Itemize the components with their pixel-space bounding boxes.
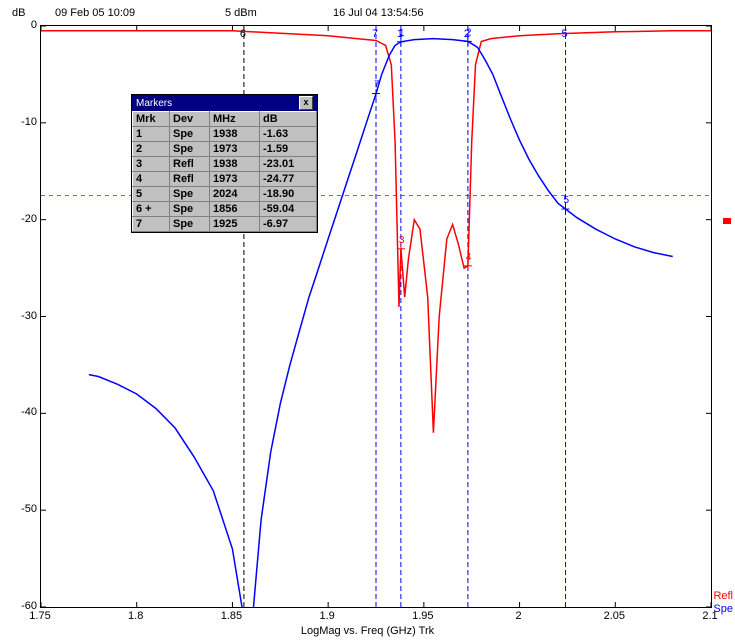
svg-text:3: 3 <box>399 235 405 246</box>
x-tick-label: 1.8 <box>128 610 143 622</box>
y-tick-label: 0 <box>31 19 37 31</box>
markers-table-cell: 1938 <box>210 127 260 142</box>
close-icon[interactable]: x <box>299 96 313 110</box>
markers-panel-title: Markers <box>136 98 172 109</box>
svg-text:7: 7 <box>374 79 380 90</box>
markers-table-cell: 1938 <box>210 157 260 172</box>
markers-table-cell: -59.04 <box>260 202 317 217</box>
table-row[interactable]: 4Refl1973-24.77 <box>133 172 317 187</box>
x-tick-label: 1.85 <box>221 610 242 622</box>
legend-spe: Spe <box>713 603 733 615</box>
header-date-left: 09 Feb 05 10:09 <box>55 7 135 19</box>
markers-table-header: MHz <box>210 112 260 127</box>
header-power: 5 dBm <box>225 7 257 19</box>
table-row[interactable]: 2Spe1973-1.59 <box>133 142 317 157</box>
markers-table-cell: -6.97 <box>260 217 317 232</box>
markers-table-cell: 1 <box>133 127 170 142</box>
markers-table-cell: 7 <box>133 217 170 232</box>
x-tick-label: 2.05 <box>604 610 625 622</box>
y-tick-label: -40 <box>21 406 37 418</box>
markers-table-cell: Spe <box>170 142 210 157</box>
markers-table-header: Mrk <box>133 112 170 127</box>
markers-table-cell: Spe <box>170 202 210 217</box>
markers-table-cell: 5 <box>133 187 170 202</box>
legend-refl: Refl <box>713 590 733 602</box>
markers-table-cell: -18.90 <box>260 187 317 202</box>
markers-table-cell: 3 <box>133 157 170 172</box>
svg-text:5: 5 <box>564 195 570 206</box>
markers-table-header: dB <box>260 112 317 127</box>
markers-table-cell: Spe <box>170 187 210 202</box>
table-row[interactable]: 5Spe2024-18.90 <box>133 187 317 202</box>
marker-number-label: 2 <box>464 28 470 40</box>
markers-table-cell: -24.77 <box>260 172 317 187</box>
markers-table-cell: 1925 <box>210 217 260 232</box>
y-tick-label: -20 <box>21 213 37 225</box>
y-tick-label: -10 <box>21 116 37 128</box>
markers-table-cell: 4 <box>133 172 170 187</box>
markers-table-cell: 1973 <box>210 172 260 187</box>
y-tick-label: -30 <box>21 310 37 322</box>
markers-table-cell: 1973 <box>210 142 260 157</box>
markers-table-cell: Spe <box>170 217 210 232</box>
markers-table-cell: 6 + <box>133 202 170 217</box>
markers-table-cell: -23.01 <box>260 157 317 172</box>
markers-table-cell: -1.59 <box>260 142 317 157</box>
header-date-right: 16 Jul 04 13:54:56 <box>333 7 424 19</box>
markers-table-cell: 2024 <box>210 187 260 202</box>
table-row[interactable]: 7Spe1925-6.97 <box>133 217 317 232</box>
markers-table-cell: Refl <box>170 157 210 172</box>
svg-text:4: 4 <box>466 252 472 263</box>
marker-number-label: 7 <box>372 28 378 40</box>
markers-table-cell: 2 <box>133 142 170 157</box>
marker-number-label: 5 <box>561 28 567 40</box>
x-tick-label: 1.95 <box>412 610 433 622</box>
x-tick-label: 2 <box>516 610 522 622</box>
table-row[interactable]: 3Refl1938-23.01 <box>133 157 317 172</box>
markers-table-header: Dev <box>170 112 210 127</box>
x-tick-label: 1.75 <box>29 610 50 622</box>
ref-level-indicator-red <box>723 218 731 224</box>
table-row[interactable]: 1Spe1938-1.63 <box>133 127 317 142</box>
table-row[interactable]: 6 +Spe1856-59.04 <box>133 202 317 217</box>
x-tick-label: 1.9 <box>319 610 334 622</box>
markers-panel[interactable]: Markers x MrkDevMHzdB 1Spe1938-1.632Spe1… <box>131 94 318 233</box>
markers-panel-titlebar[interactable]: Markers x <box>132 95 317 111</box>
x-axis-label: LogMag vs. Freq (GHz) Trk <box>301 625 434 637</box>
markers-table-cell: 1856 <box>210 202 260 217</box>
markers-table: MrkDevMHzdB 1Spe1938-1.632Spe1973-1.593R… <box>132 111 317 232</box>
y-tick-label: -50 <box>21 503 37 515</box>
markers-table-cell: -1.63 <box>260 127 317 142</box>
chart-container: dB 09 Feb 05 10:09 5 dBm 16 Jul 04 13:54… <box>0 0 735 642</box>
marker-number-label: 1 <box>397 28 403 40</box>
markers-table-cell: Spe <box>170 127 210 142</box>
y-axis-unit: dB <box>12 7 25 19</box>
marker-number-label: 6 <box>240 28 246 40</box>
markers-table-cell: Refl <box>170 172 210 187</box>
